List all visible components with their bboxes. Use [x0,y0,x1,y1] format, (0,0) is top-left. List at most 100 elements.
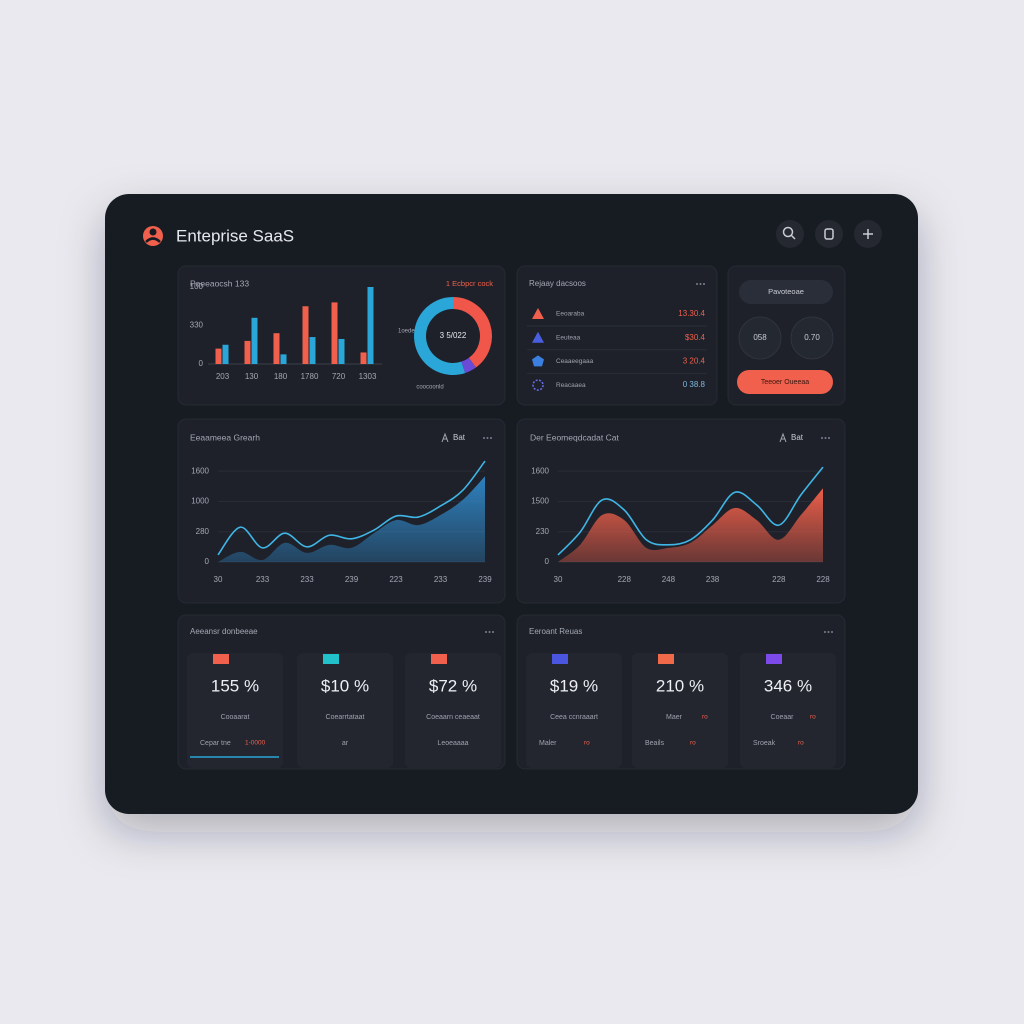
app-title: Enteprise SaaS [176,226,294,245]
row-label: Eeuteaa [556,334,581,341]
kpi-label: Ceea ccnraaart [550,714,598,721]
more-icon[interactable] [831,631,833,633]
y-tick-label: 230 [536,527,550,536]
kpi-sub-note: ro [798,740,804,747]
row-value: 3 20.4 [683,357,706,366]
primary-button-label[interactable]: Pavoteoae [768,287,804,296]
kpi-label: Coearrtataat [326,714,365,721]
more-icon[interactable] [696,283,698,285]
panel-title: Rejaay dacsoos [529,279,586,288]
kpi-swatch [766,654,782,664]
row-icon [532,308,544,319]
y-tick-label: 1500 [531,497,549,506]
kpi-value: $10 % [321,676,369,695]
bar [215,348,222,364]
stat-circle [738,316,782,360]
more-icon[interactable] [703,283,705,285]
y-tick-label: 330 [190,321,204,330]
chart-title: Eeaameea Grearh [190,432,260,442]
kpi-label: Coeaar [771,714,795,721]
donut-segment [452,297,492,368]
row-label: Reacaaea [556,382,586,389]
kpi-sub: Maler [539,740,557,747]
bar [222,344,229,364]
kpi-sub-note: 1-0000 [245,740,266,747]
more-icon[interactable] [488,631,491,633]
donut-side-label: 1oede [398,329,415,335]
bar [309,337,316,364]
line [217,460,486,556]
notes-button[interactable] [815,220,843,248]
more-icon[interactable] [821,437,823,439]
chart-annotation: 1 Ecbpcr cock [446,279,493,288]
add-button[interactable] [854,220,882,248]
y-tick-label: 0 [545,557,550,566]
bar [367,287,374,364]
area [558,488,823,562]
kpi-swatch [213,654,229,664]
panel [516,418,846,604]
row-icon [532,379,544,391]
area [218,476,485,562]
stat-circle [790,316,834,360]
x-tick-label: 228 [816,575,830,584]
more-icon[interactable] [483,437,485,439]
chart-title: Paeeaocsh 133 [190,278,249,288]
donut-center-label: 3 5/022 [440,331,467,340]
kpi-label: Maer [666,714,683,721]
tool-icon[interactable] [441,432,449,443]
more-icon[interactable] [490,437,492,439]
kpi-card [405,653,501,768]
primary-button[interactable] [739,280,833,304]
cta-button[interactable] [737,370,833,394]
bar [331,302,338,364]
kpi-sub-note: ro [584,740,590,747]
tool-icon[interactable] [779,432,787,443]
x-tick-label: 203 [216,372,230,381]
row-label: Ceaaeegaaa [556,358,594,365]
search-button[interactable] [776,220,804,248]
x-tick-label: 239 [345,575,359,584]
logo [143,226,163,246]
more-icon[interactable] [485,631,487,633]
kpi-swatch [323,654,339,664]
row-value: $30.4 [685,333,706,342]
tool-label[interactable]: Bat [453,433,466,442]
more-icon[interactable] [486,437,489,439]
x-tick-label: 248 [662,575,676,584]
kpi-swatch [431,654,447,664]
x-tick-label: 233 [300,575,314,584]
more-icon[interactable] [828,437,830,439]
more-icon[interactable] [827,631,830,633]
tool-label[interactable]: Bat [791,433,804,442]
x-tick-label: 228 [772,575,786,584]
kpi-value: 210 % [656,676,704,695]
more-icon[interactable] [492,631,494,633]
more-icon[interactable] [699,283,702,285]
donut-caption: coocoonld [416,385,443,391]
bar [280,354,287,364]
x-tick-label: 1780 [301,372,319,381]
more-icon[interactable] [824,437,827,439]
x-tick-label: 239 [478,575,492,584]
x-tick-label: 130 [245,372,259,381]
row-icon [532,355,544,367]
x-tick-label: 720 [332,372,346,381]
kpi-swatch [552,654,568,664]
x-tick-label: 233 [434,575,448,584]
kpi-card [740,653,836,768]
line [557,466,824,556]
x-tick-label: 233 [256,575,270,584]
y-tick-label: 1600 [191,466,209,475]
cta-button-label[interactable]: Teeoer Oueeaa [761,379,809,386]
bar [302,306,309,364]
kpi-swatch [658,654,674,664]
y-tick-label: 1600 [531,466,549,475]
kpi-sub-note: ro [690,740,696,747]
donut-segment [414,297,466,375]
more-icon[interactable] [824,631,826,633]
bar [251,317,258,364]
kpi-card [526,653,622,768]
